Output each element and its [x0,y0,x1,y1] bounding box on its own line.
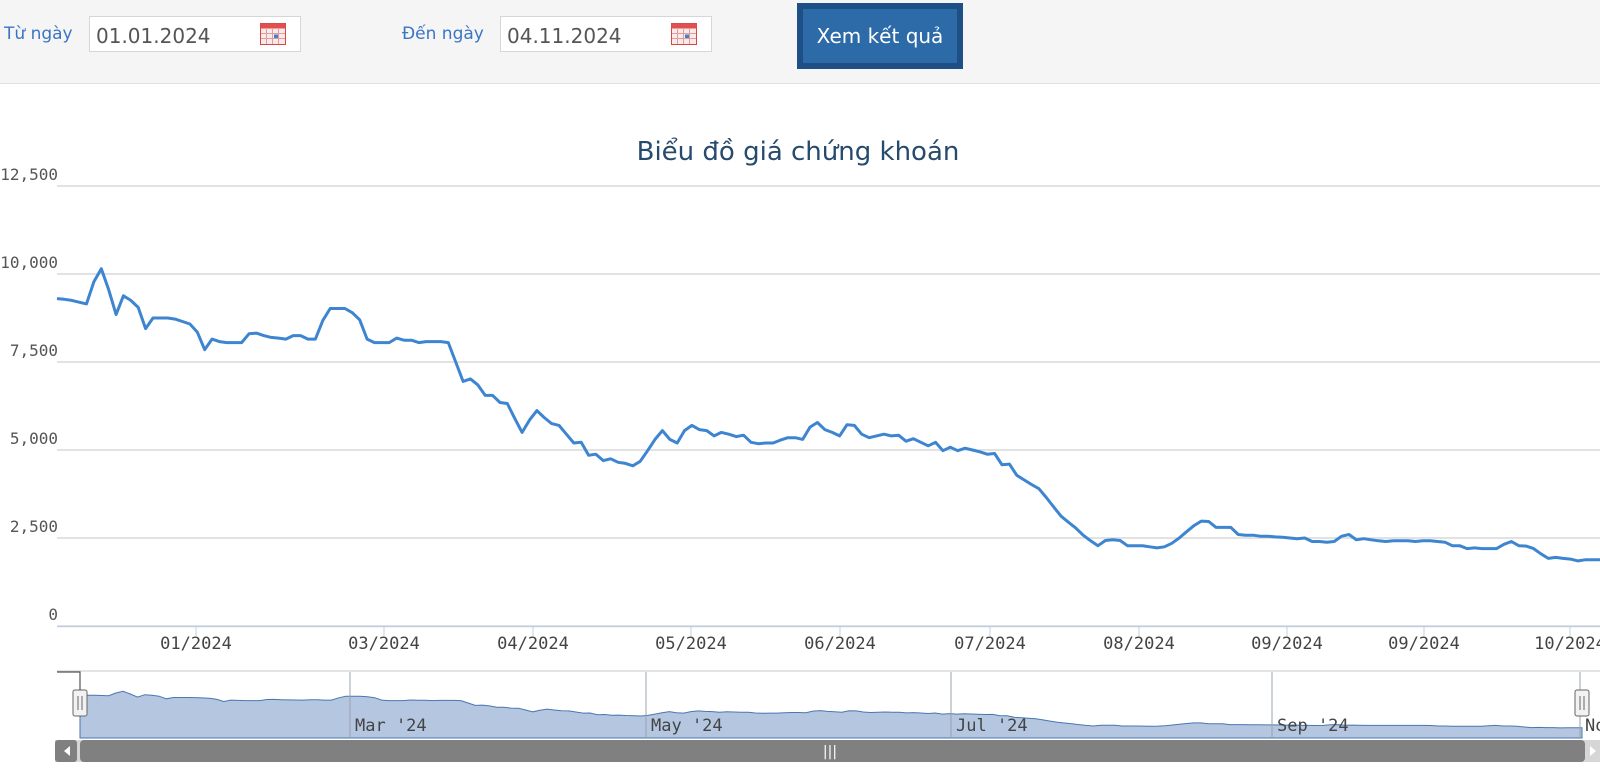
y-tick-label: 2,500 [10,517,58,536]
navigator-label: Mar '24 [355,716,427,736]
x-tick-label: 09/2024 [1251,634,1323,654]
y-tick-label: 12,500 [0,165,58,184]
navigator-label: Sep '24 [1277,716,1349,736]
arrow-left-icon [64,746,70,756]
stock-price-chart: Biểu đồ giá chứng khoán 0 2,500 5,000 7,500… [0,136,1600,762]
y-tick-label: 10,000 [0,253,58,272]
price-series-line[interactable] [56,267,1600,563]
filter-bar: Từ ngày 01.01.2024 Đến ngày 04.11.2024 X… [0,0,1600,84]
to-date-label: Đến ngày [402,24,484,44]
chart-title: Biểu đồ giá chứng khoán [637,136,960,167]
navigator-right-handle[interactable] [1574,689,1590,717]
scrollbar[interactable]: ||| [55,740,1600,762]
to-date-input[interactable]: 04.11.2024 [500,16,712,52]
x-tick-label: 09/2024 [1388,634,1460,654]
navigator-label: Jul '24 [956,716,1028,736]
y-tick-label: 7,500 [10,341,58,360]
x-tick-label: 05/2024 [655,634,727,654]
navigator-left-outline [57,671,81,690]
grid-lines [57,185,1600,628]
x-tick-label: 03/2024 [348,634,420,654]
navigator-area [79,690,1583,739]
to-date-value: 04.11.2024 [507,24,622,48]
calendar-icon[interactable] [671,23,697,45]
scrollbar-thumb[interactable] [80,740,1585,762]
x-tick-label: 07/2024 [954,634,1026,654]
x-tick-label: 10/2024 [1534,634,1600,654]
arrow-right-icon [1590,746,1596,756]
navigator-left-handle[interactable] [72,689,88,717]
y-tick-label: 5,000 [10,429,58,448]
x-tick-label: 06/2024 [804,634,876,654]
y-tick-label: 0 [48,605,58,624]
calendar-icon[interactable] [260,23,286,45]
from-date-label: Từ ngày [4,24,73,44]
x-axis-ticks: 01/2024 03/2024 04/2024 05/2024 06/2024 07/20… [160,626,1600,654]
scrollbar-grip-icon: ||| [823,744,837,760]
x-tick-label: 08/2024 [1103,634,1175,654]
navigator-label: May '24 [651,716,723,736]
view-results-button[interactable]: Xem kết quả [797,3,963,69]
navigator[interactable]: Mar '24 May '24 Jul '24 Sep '24 No ||| [55,670,1600,762]
view-results-label: Xem kết quả [803,9,957,63]
x-tick-label: 04/2024 [497,634,569,654]
navigator-label: No [1585,716,1600,736]
from-date-value: 01.01.2024 [96,24,211,48]
x-tick-label: 01/2024 [160,634,232,654]
from-date-input[interactable]: 01.01.2024 [89,16,301,52]
y-axis-ticks: 0 2,500 5,000 7,500 10,000 12,500 [0,165,58,624]
